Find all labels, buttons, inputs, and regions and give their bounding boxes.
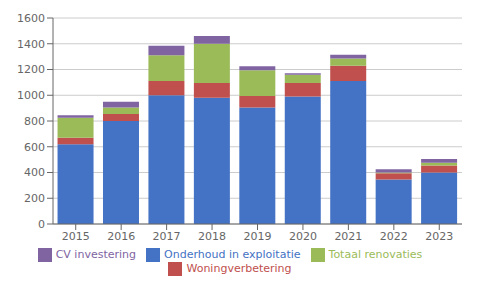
svg-text:2020: 2020 [289, 230, 317, 243]
svg-text:1000: 1000 [17, 89, 45, 102]
svg-text:2022: 2022 [380, 230, 408, 243]
svg-text:2016: 2016 [107, 230, 135, 243]
svg-text:2023: 2023 [425, 230, 453, 243]
svg-text:800: 800 [24, 115, 45, 128]
html-text:CV investering: CV investering [55, 248, 136, 261]
svg-text:1400: 1400 [17, 38, 45, 51]
svg-text:2019: 2019 [244, 230, 272, 243]
html-text:Woningverbetering: Woningverbetering [186, 262, 292, 275]
svg-text:2017: 2017 [153, 230, 181, 243]
svg-text:0: 0 [38, 218, 45, 231]
svg-text:2018: 2018 [198, 230, 226, 243]
html-text:Onderhoud in exploitatie: Onderhoud in exploitatie [164, 248, 301, 261]
html-text:Totaal renovaties: Totaal renovaties [328, 248, 423, 261]
svg-text:2015: 2015 [62, 230, 90, 243]
svg-text:2021: 2021 [334, 230, 362, 243]
svg-text:1200: 1200 [17, 63, 45, 76]
svg-text:200: 200 [24, 192, 45, 205]
svg-text:400: 400 [24, 166, 45, 179]
svg-text:600: 600 [24, 141, 45, 154]
svg-text:1600: 1600 [17, 12, 45, 25]
